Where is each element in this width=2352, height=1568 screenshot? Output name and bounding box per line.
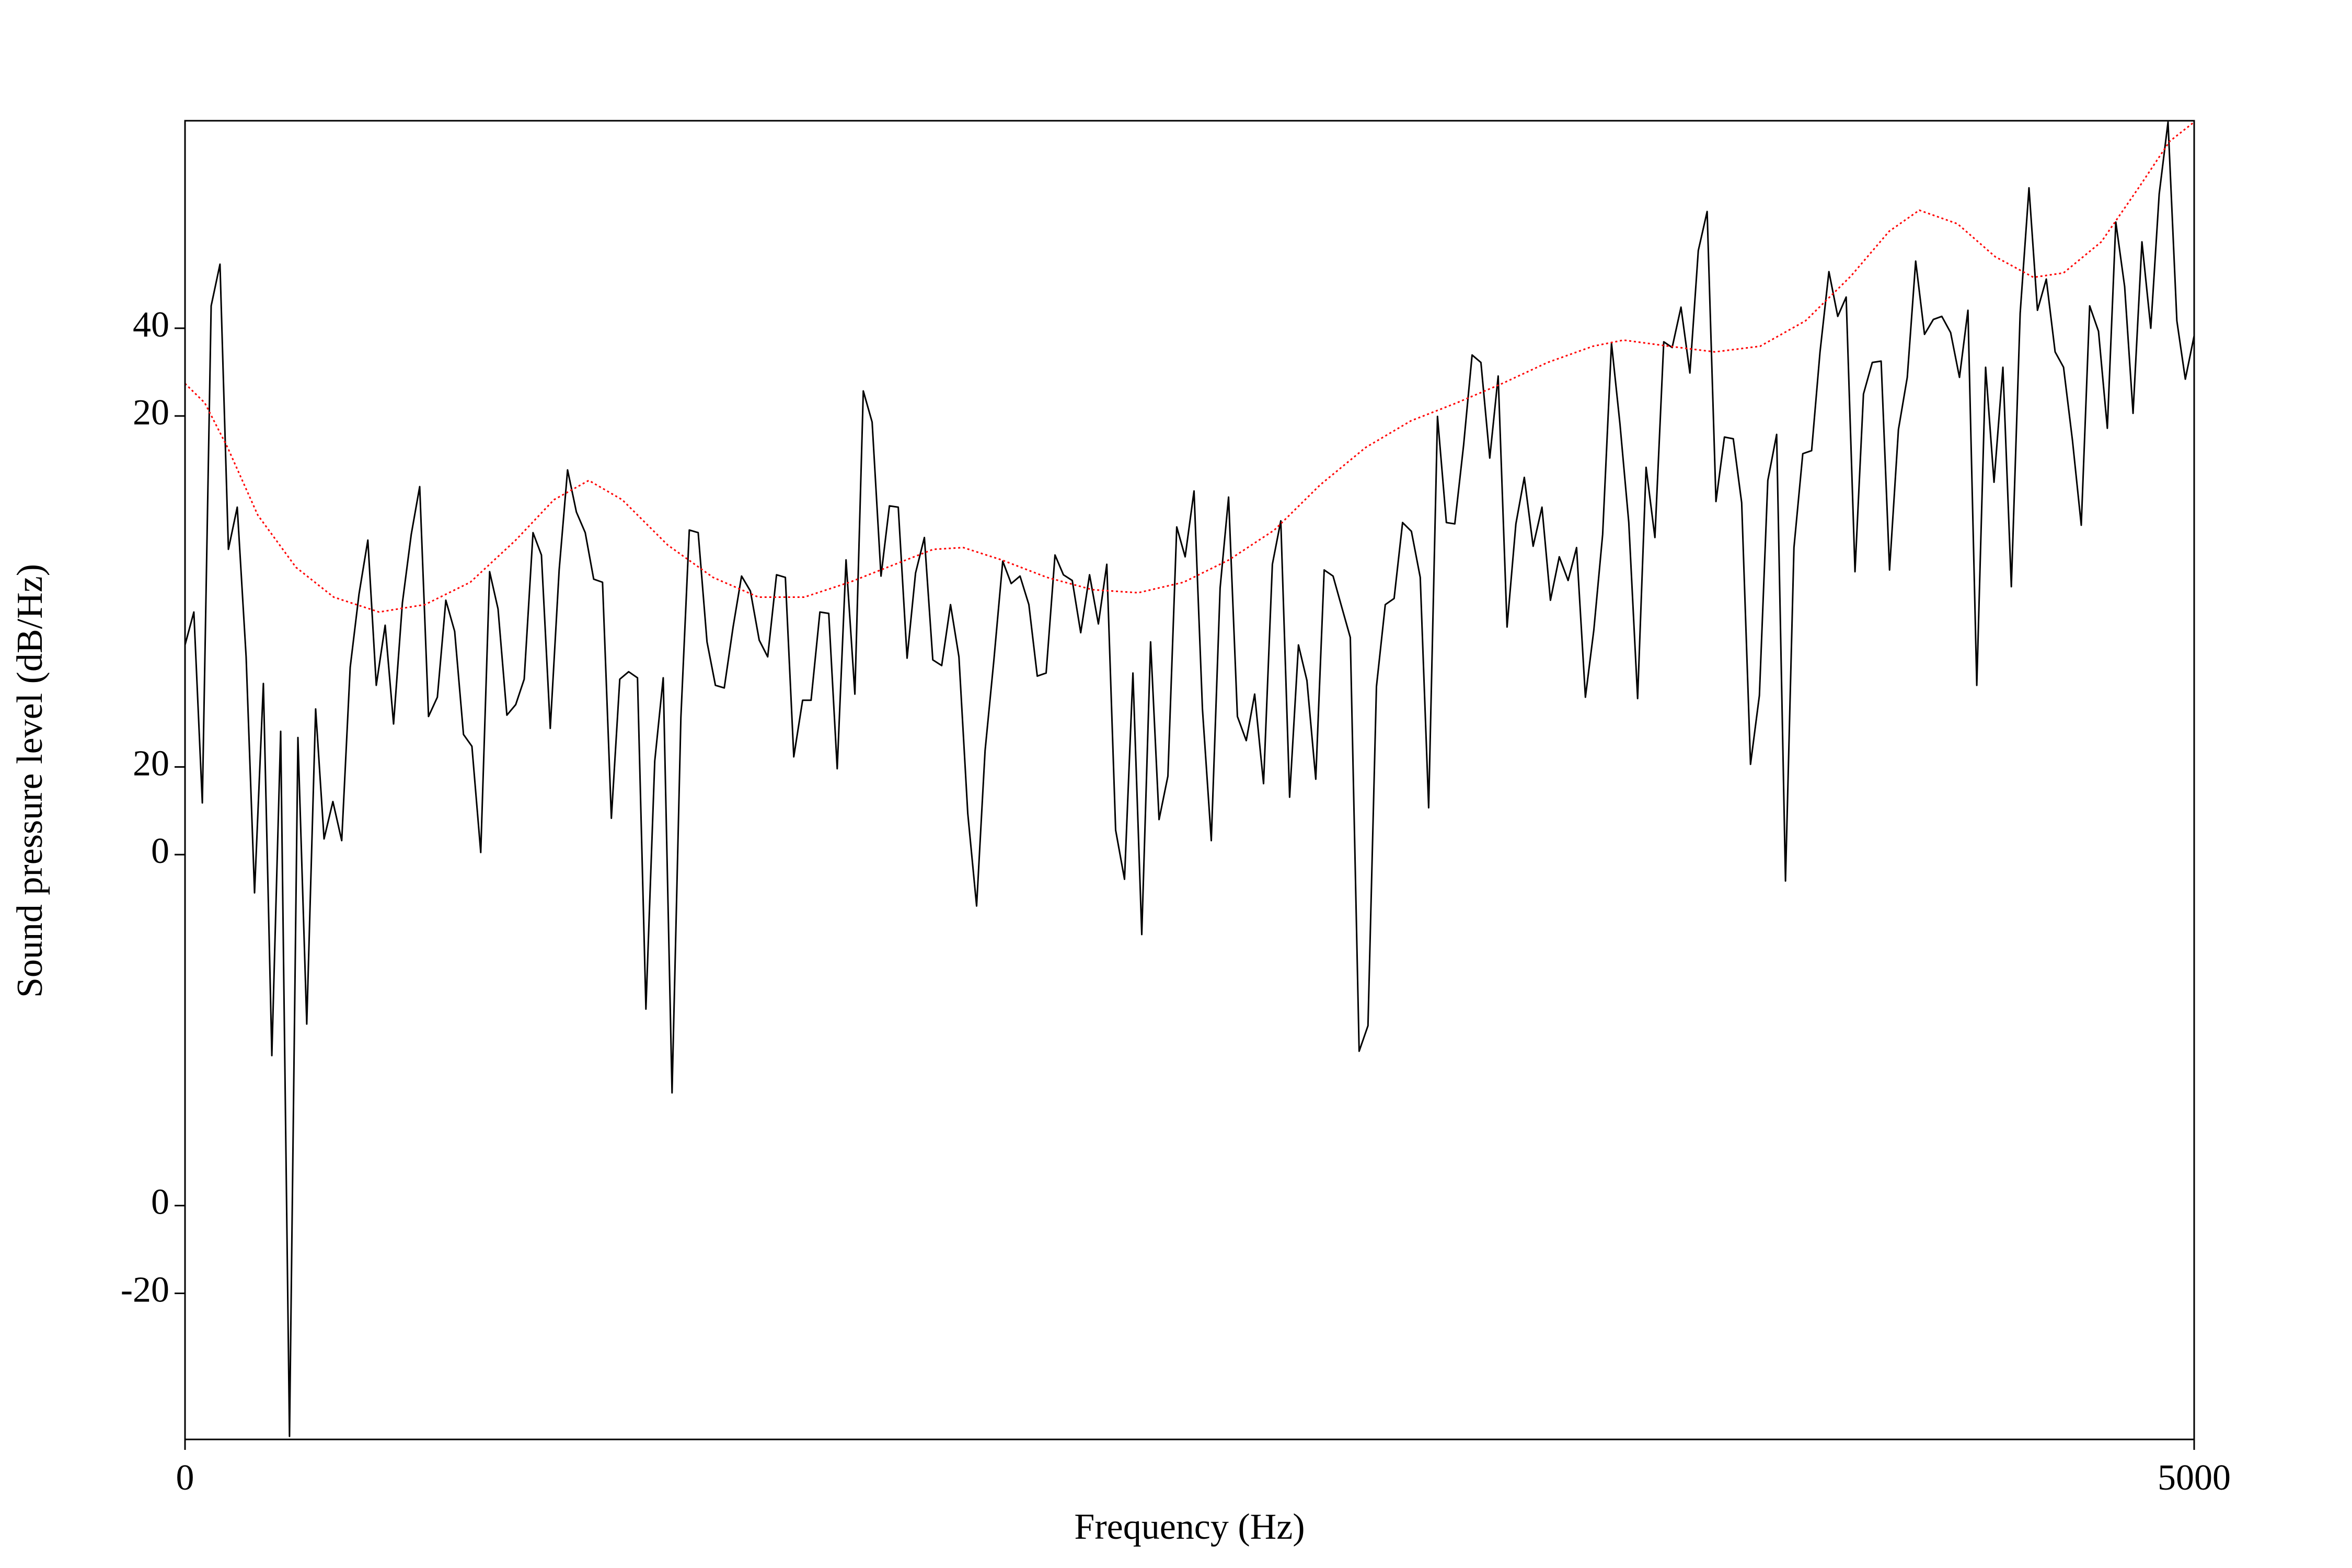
y-axis-label: Sound pressure level (dB/Hz) [10,564,50,998]
x-axis-label: Frequency (Hz) [1074,1507,1305,1547]
y-tick-label: 20 [133,743,169,783]
y-tick-label: 20 [133,393,169,433]
plot-frame [184,120,2195,1440]
x-tick-label: 5000 [2158,1458,2231,1498]
y-tick-label: -20 [121,1270,169,1310]
y-tick-label: 0 [151,831,169,871]
series-line [184,121,2195,613]
y-tick-label: 0 [151,1182,169,1223]
x-tick-label: 0 [176,1458,194,1498]
y-tick-label: 40 [133,305,169,345]
series-line [184,121,2195,1437]
